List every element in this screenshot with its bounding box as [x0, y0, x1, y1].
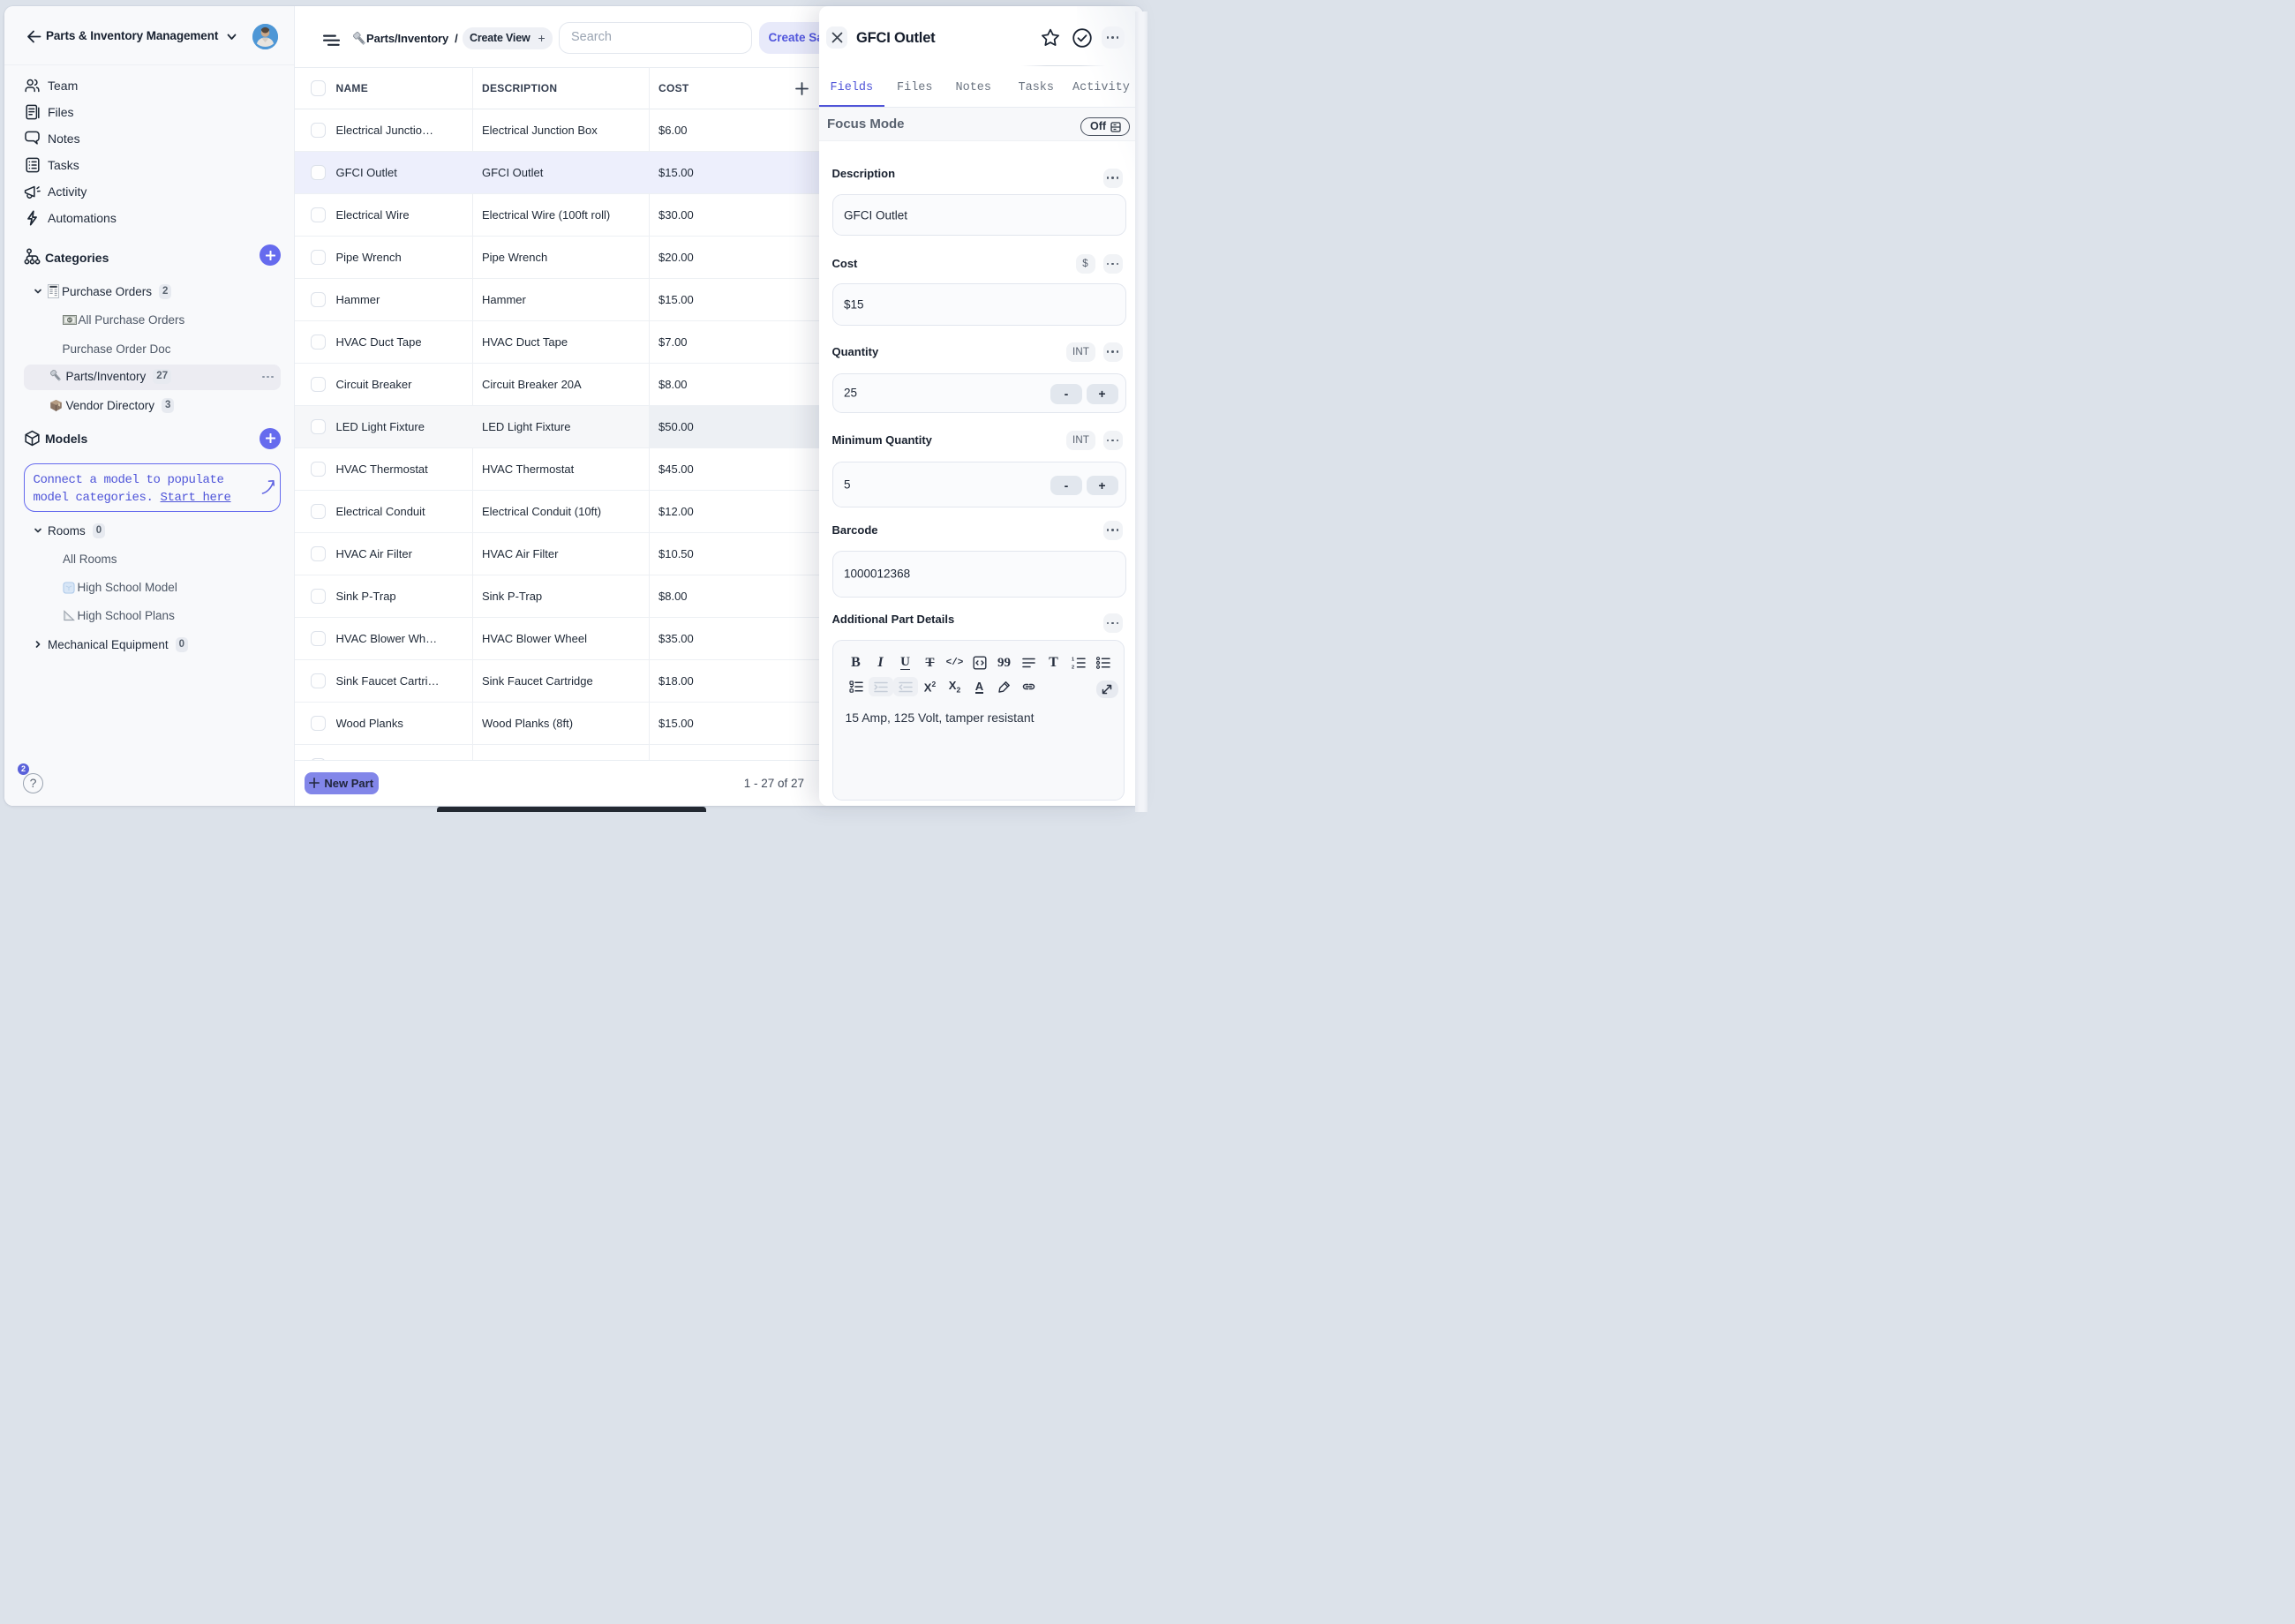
svg-text:1: 1: [1072, 658, 1074, 663]
svg-text:$: $: [68, 319, 71, 324]
svg-text:2: 2: [1072, 665, 1074, 670]
